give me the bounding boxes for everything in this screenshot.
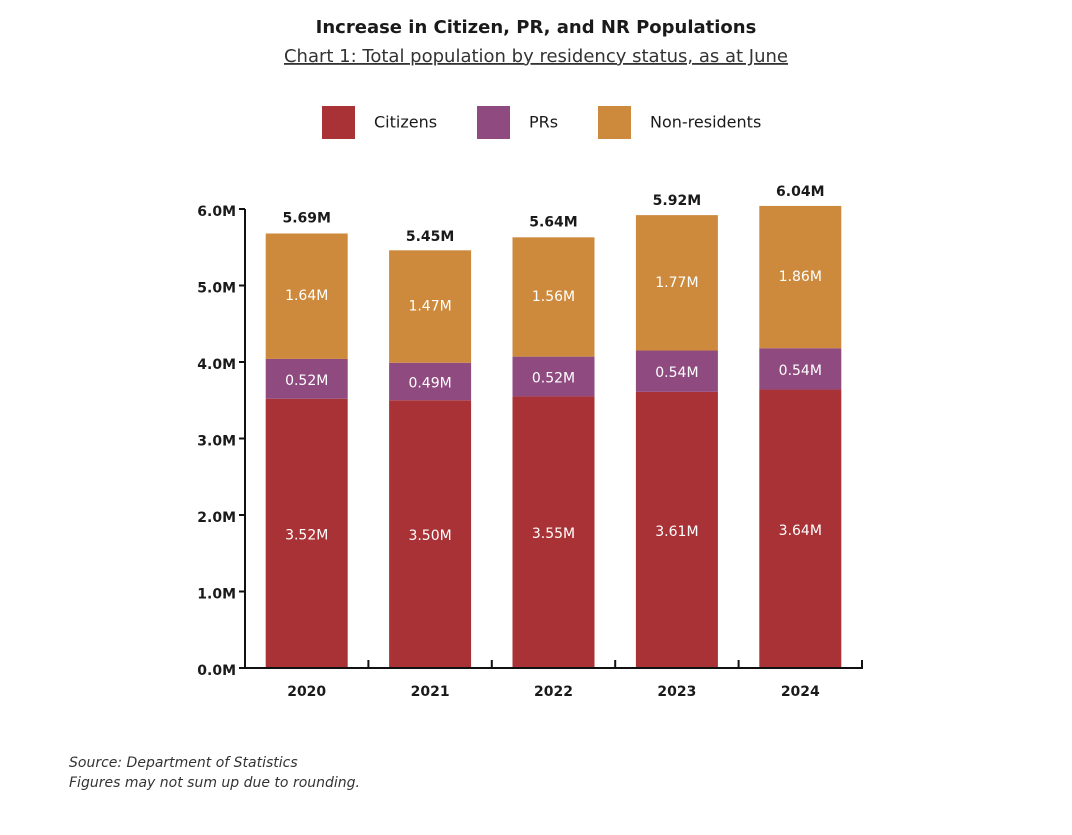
value-label: 1.64M — [285, 288, 328, 304]
value-label: 3.50M — [408, 528, 451, 544]
legend-swatch — [477, 106, 510, 139]
y-tick-label: 6.0M — [197, 204, 236, 220]
bar-segment — [512, 356, 595, 397]
source-note: Source: Department of Statistics — [69, 755, 298, 771]
bar-segment — [512, 237, 595, 357]
value-label: 3.55M — [532, 526, 575, 542]
bar-segment — [265, 233, 348, 359]
value-label: 0.52M — [285, 373, 328, 389]
bar-segment — [759, 389, 842, 668]
x-tick-label: 2020 — [287, 684, 326, 700]
y-tick-label: 2.0M — [197, 510, 236, 526]
bar-segment — [759, 205, 842, 349]
total-label: 5.92M — [653, 193, 701, 209]
bar-segment — [635, 215, 718, 351]
value-label: 0.52M — [532, 371, 575, 387]
bar-segment — [759, 348, 842, 390]
total-label: 6.04M — [776, 184, 824, 200]
bar-segment — [512, 396, 595, 668]
bar-segment — [389, 362, 472, 401]
value-label: 0.54M — [779, 363, 822, 379]
legend-swatch — [322, 106, 355, 139]
bar-segment — [265, 358, 348, 399]
x-tick-label: 2024 — [781, 684, 820, 700]
value-label: 0.54M — [655, 365, 698, 381]
bar-segment — [635, 391, 718, 668]
legend-label: Citizens — [374, 113, 437, 132]
bar-segment — [389, 400, 472, 668]
total-label: 5.64M — [529, 215, 577, 231]
bar-segment — [389, 250, 472, 363]
x-tick-label: 2022 — [534, 684, 573, 700]
chart-title: Increase in Citizen, PR, and NR Populati… — [316, 17, 757, 38]
y-tick-label: 0.0M — [197, 663, 236, 679]
y-tick-label: 1.0M — [197, 587, 236, 603]
value-label: 1.56M — [532, 289, 575, 305]
value-label: 3.52M — [285, 527, 328, 543]
y-tick-label: 3.0M — [197, 434, 236, 450]
y-tick-label: 4.0M — [197, 357, 236, 373]
bar-segment — [265, 398, 348, 668]
legend-label: PRs — [529, 113, 558, 132]
chart-subtitle: Chart 1: Total population by residency s… — [284, 46, 788, 67]
value-label: 3.61M — [655, 524, 698, 540]
y-tick-label: 5.0M — [197, 281, 236, 297]
value-label: 3.64M — [779, 523, 822, 539]
value-label: 1.77M — [655, 275, 698, 291]
legend-label: Non-residents — [650, 113, 761, 132]
total-label: 5.69M — [282, 211, 330, 227]
total-label: 5.45M — [406, 229, 454, 245]
legend-swatch — [598, 106, 631, 139]
footnote: Figures may not sum up due to rounding. — [69, 775, 360, 791]
value-label: 1.86M — [779, 269, 822, 285]
bar-segment — [635, 350, 718, 392]
value-label: 1.47M — [408, 299, 451, 315]
x-tick-label: 2023 — [657, 684, 696, 700]
value-label: 0.49M — [408, 376, 451, 392]
x-tick-label: 2021 — [411, 684, 450, 700]
